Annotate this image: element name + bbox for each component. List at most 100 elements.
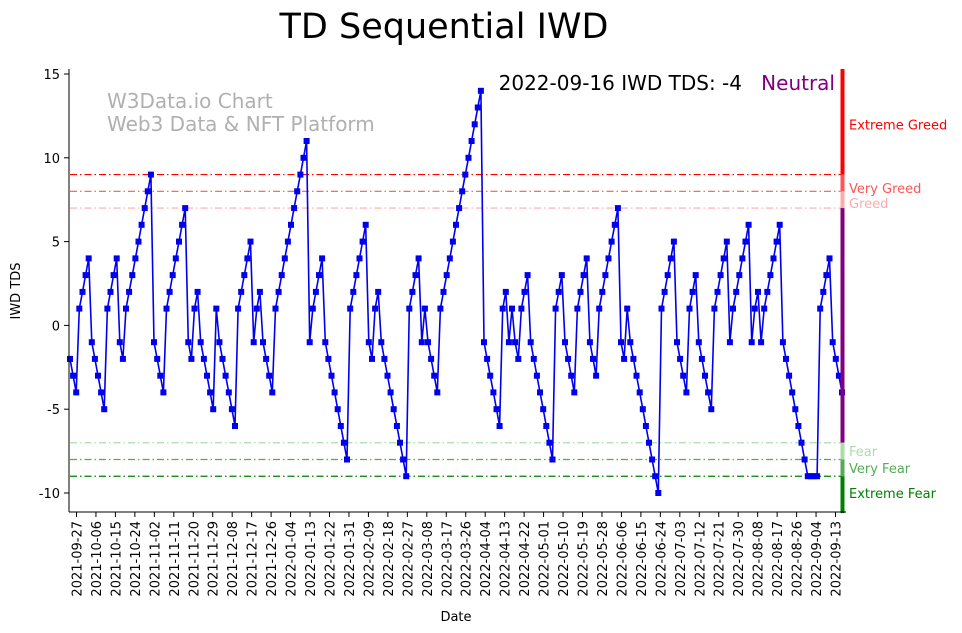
data-point — [720, 255, 727, 262]
data-point — [652, 473, 659, 480]
data-point — [325, 355, 332, 362]
data-point — [384, 372, 391, 379]
data-point — [76, 305, 83, 312]
sentiment-bar-segment — [840, 208, 845, 443]
data-point — [300, 154, 307, 161]
zone-label: Very Fear — [849, 462, 911, 477]
data-point — [116, 339, 123, 346]
data-point — [807, 473, 814, 480]
data-point — [602, 272, 609, 279]
data-point — [723, 238, 730, 245]
data-point — [820, 288, 827, 295]
x-tick-label: 2022-03-26 — [460, 521, 475, 597]
data-point — [107, 288, 114, 295]
data-point — [471, 121, 478, 128]
data-point — [751, 305, 758, 312]
data-point — [468, 138, 475, 144]
data-point — [194, 288, 201, 295]
data-point — [393, 423, 400, 429]
data-point — [91, 355, 98, 362]
data-point — [683, 389, 690, 396]
data-point — [745, 221, 752, 228]
x-tick-label: 2021-12-26 — [265, 521, 280, 597]
x-tick-label: 2022-04-13 — [499, 521, 514, 597]
x-tick-label: 2021-11-11 — [168, 521, 183, 597]
data-point — [767, 272, 774, 279]
x-tick-label: 2022-04-22 — [518, 521, 533, 597]
data-point — [369, 355, 375, 362]
data-point — [689, 288, 696, 295]
data-point — [263, 355, 270, 362]
data-point — [347, 305, 354, 312]
data-point — [415, 255, 422, 262]
data-point — [568, 372, 575, 379]
x-tick-label: 2021-10-06 — [90, 521, 105, 597]
x-tick-label: 2022-01-22 — [324, 521, 339, 597]
data-point — [459, 188, 466, 195]
data-point — [642, 423, 649, 429]
data-point — [372, 305, 379, 312]
data-point — [599, 288, 606, 295]
data-point — [465, 154, 472, 161]
data-point — [630, 355, 637, 362]
data-point — [521, 288, 528, 295]
data-point — [552, 305, 559, 312]
y-tick-label: 5 — [52, 236, 60, 251]
data-point — [228, 406, 235, 413]
data-point — [247, 238, 254, 245]
data-point — [695, 339, 702, 346]
data-point — [166, 288, 173, 295]
data-point — [82, 272, 89, 279]
data-point — [390, 406, 397, 413]
zone-label: Fear — [849, 445, 878, 460]
data-point — [213, 305, 220, 312]
x-tick-label: 2022-07-03 — [674, 521, 689, 597]
data-point — [496, 423, 503, 429]
data-point — [425, 339, 431, 346]
x-tick-label: 2022-02-27 — [401, 521, 416, 597]
series-group — [67, 87, 845, 496]
data-point — [456, 205, 463, 212]
data-point — [79, 288, 86, 295]
data-point — [624, 305, 631, 312]
data-point — [204, 372, 210, 379]
data-point — [543, 423, 550, 429]
data-point — [172, 255, 179, 262]
data-point — [179, 221, 186, 228]
data-point — [207, 389, 214, 396]
data-point — [272, 305, 279, 312]
data-point — [397, 439, 403, 446]
data-point — [804, 473, 811, 480]
x-tick-label: 2022-04-04 — [479, 521, 494, 597]
data-point — [677, 355, 684, 362]
y-tick-label: 15 — [43, 68, 60, 83]
data-point — [667, 255, 674, 262]
data-point — [540, 406, 547, 413]
data-point — [499, 305, 506, 312]
data-point — [412, 272, 419, 279]
y-tick-label: 0 — [52, 319, 60, 334]
data-point — [562, 339, 568, 346]
data-point — [141, 205, 148, 212]
data-point — [761, 305, 768, 312]
data-point — [88, 339, 95, 346]
data-point — [197, 339, 204, 346]
data-point — [698, 355, 705, 362]
data-point — [365, 339, 372, 346]
data-point — [611, 221, 618, 228]
data-point — [474, 104, 481, 111]
data-point — [381, 355, 388, 362]
data-point — [303, 138, 310, 144]
data-point — [580, 272, 587, 279]
sentiment-bar — [840, 68, 845, 514]
data-point — [446, 255, 453, 262]
data-point — [646, 439, 652, 446]
data-point — [726, 339, 733, 346]
data-point — [250, 339, 257, 346]
data-point — [428, 355, 435, 362]
data-point — [674, 339, 680, 346]
x-tick-label: 2022-01-31 — [343, 521, 358, 597]
data-point — [359, 238, 366, 245]
x-tick-label: 2022-03-08 — [421, 521, 436, 597]
x-tick-label: 2022-08-26 — [791, 521, 806, 597]
